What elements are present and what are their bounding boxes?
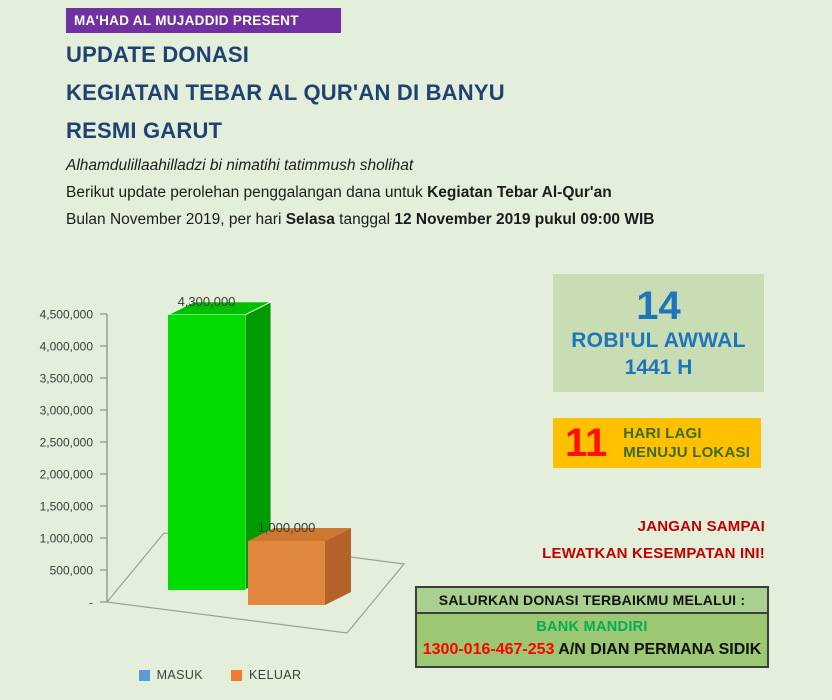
donation-info-box: SALURKAN DONASI TERBAIKMU MELALUI : BANK… xyxy=(415,586,769,668)
legend-swatch-icon xyxy=(231,669,243,681)
svg-text:4,500,000: 4,500,000 xyxy=(40,308,94,322)
svg-text:3,000,000: 3,000,000 xyxy=(40,404,94,418)
intro-line2-text: Berikut update perolehan penggalangan da… xyxy=(66,184,428,201)
countdown-box: 11 HARI LAGI MENUJU LOKASI xyxy=(553,418,761,468)
warning-text: JANGAN SAMPAI LEWATKAN KESEMPATAN INI! xyxy=(470,513,765,567)
warning-line-1: JANGAN SAMPAI xyxy=(637,518,765,535)
hijri-year: 1441 H xyxy=(624,356,693,379)
bank-name: BANK MANDIRI xyxy=(536,619,648,635)
svg-text:3,500,000: 3,500,000 xyxy=(40,372,94,386)
title-line-1: UPDATE DONASI xyxy=(66,42,250,67)
header-banner: MA'HAD AL MUJADDID PRESENT xyxy=(66,8,341,33)
page-title: UPDATE DONASI KEGIATAN TEBAR AL QUR'AN D… xyxy=(66,36,626,150)
intro-line3-text2: tanggal xyxy=(334,211,395,228)
svg-text:1,500,000: 1,500,000 xyxy=(40,500,94,514)
intro-line3-text1: Bulan November 2019, per hari xyxy=(66,211,286,228)
hijri-date-box: 14 ROBI'UL AWWAL 1441 H xyxy=(553,274,764,392)
account-number: 1300-016-467-253 xyxy=(422,641,555,658)
intro-line-2: Berikut update perolehan penggalangan da… xyxy=(66,179,706,206)
account-holder: A/N DIAN PERMANA SIDIK xyxy=(558,641,762,658)
warning-line-2: LEWATKAN KESEMPATAN INI! xyxy=(542,545,765,562)
svg-text:2,500,000: 2,500,000 xyxy=(40,436,94,450)
title-line-2: KEGIATAN TEBAR AL QUR'AN DI BANYU xyxy=(66,80,505,105)
donation-details: BANK MANDIRI 1300-016-467-253 A/N DIAN P… xyxy=(417,614,767,666)
svg-text:1,000,000: 1,000,000 xyxy=(258,520,316,535)
svg-text:1,000,000: 1,000,000 xyxy=(40,532,94,546)
legend-item: KELUAR xyxy=(231,668,301,682)
intro-paragraph: Alhamdulillaahilladzi bi nimatihi tatimm… xyxy=(66,152,706,233)
legend-swatch-icon xyxy=(138,669,150,681)
svg-text:4,000,000: 4,000,000 xyxy=(40,340,94,354)
donation-header: SALURKAN DONASI TERBAIKMU MELALUI : xyxy=(417,588,767,614)
intro-line3-bold2: 12 November 2019 pukul 09:00 WIB xyxy=(394,211,655,228)
account-line: 1300-016-467-253 A/N DIAN PERMANA SIDIK xyxy=(417,638,767,661)
countdown-number: 11 xyxy=(565,421,608,465)
intro-line2-bold: Kegiatan Tebar Al-Qur'an xyxy=(427,184,612,201)
title-line-3: RESMI GARUT xyxy=(66,118,223,143)
donation-bar-chart: - 500,000 1,000,000 1,500,000 2,000,000 2,500… xyxy=(40,294,406,634)
intro-line-3: Bulan November 2019, per hari Selasa tan… xyxy=(66,206,706,233)
countdown-line-2: MENUJU LOKASI xyxy=(623,444,751,461)
legend-item: MASUK xyxy=(138,668,204,682)
legend-label: MASUK xyxy=(156,668,204,682)
hijri-month: ROBI'UL AWWAL xyxy=(571,329,746,352)
countdown-text: HARI LAGI MENUJU LOKASI xyxy=(623,424,750,462)
svg-text:2,000,000: 2,000,000 xyxy=(40,468,94,482)
countdown-line-1: HARI LAGI xyxy=(623,425,702,442)
svg-text:500,000: 500,000 xyxy=(50,564,94,578)
svg-text:4,300,000: 4,300,000 xyxy=(178,294,236,309)
hijri-day: 14 xyxy=(636,284,681,328)
intro-arabic-line: Alhamdulillaahilladzi bi nimatihi tatimm… xyxy=(66,157,414,174)
legend-label: KELUAR xyxy=(249,668,302,682)
intro-line3-bold1: Selasa xyxy=(285,211,335,228)
svg-text:-: - xyxy=(89,596,93,610)
chart-legend: MASUK KELUAR xyxy=(70,668,370,682)
